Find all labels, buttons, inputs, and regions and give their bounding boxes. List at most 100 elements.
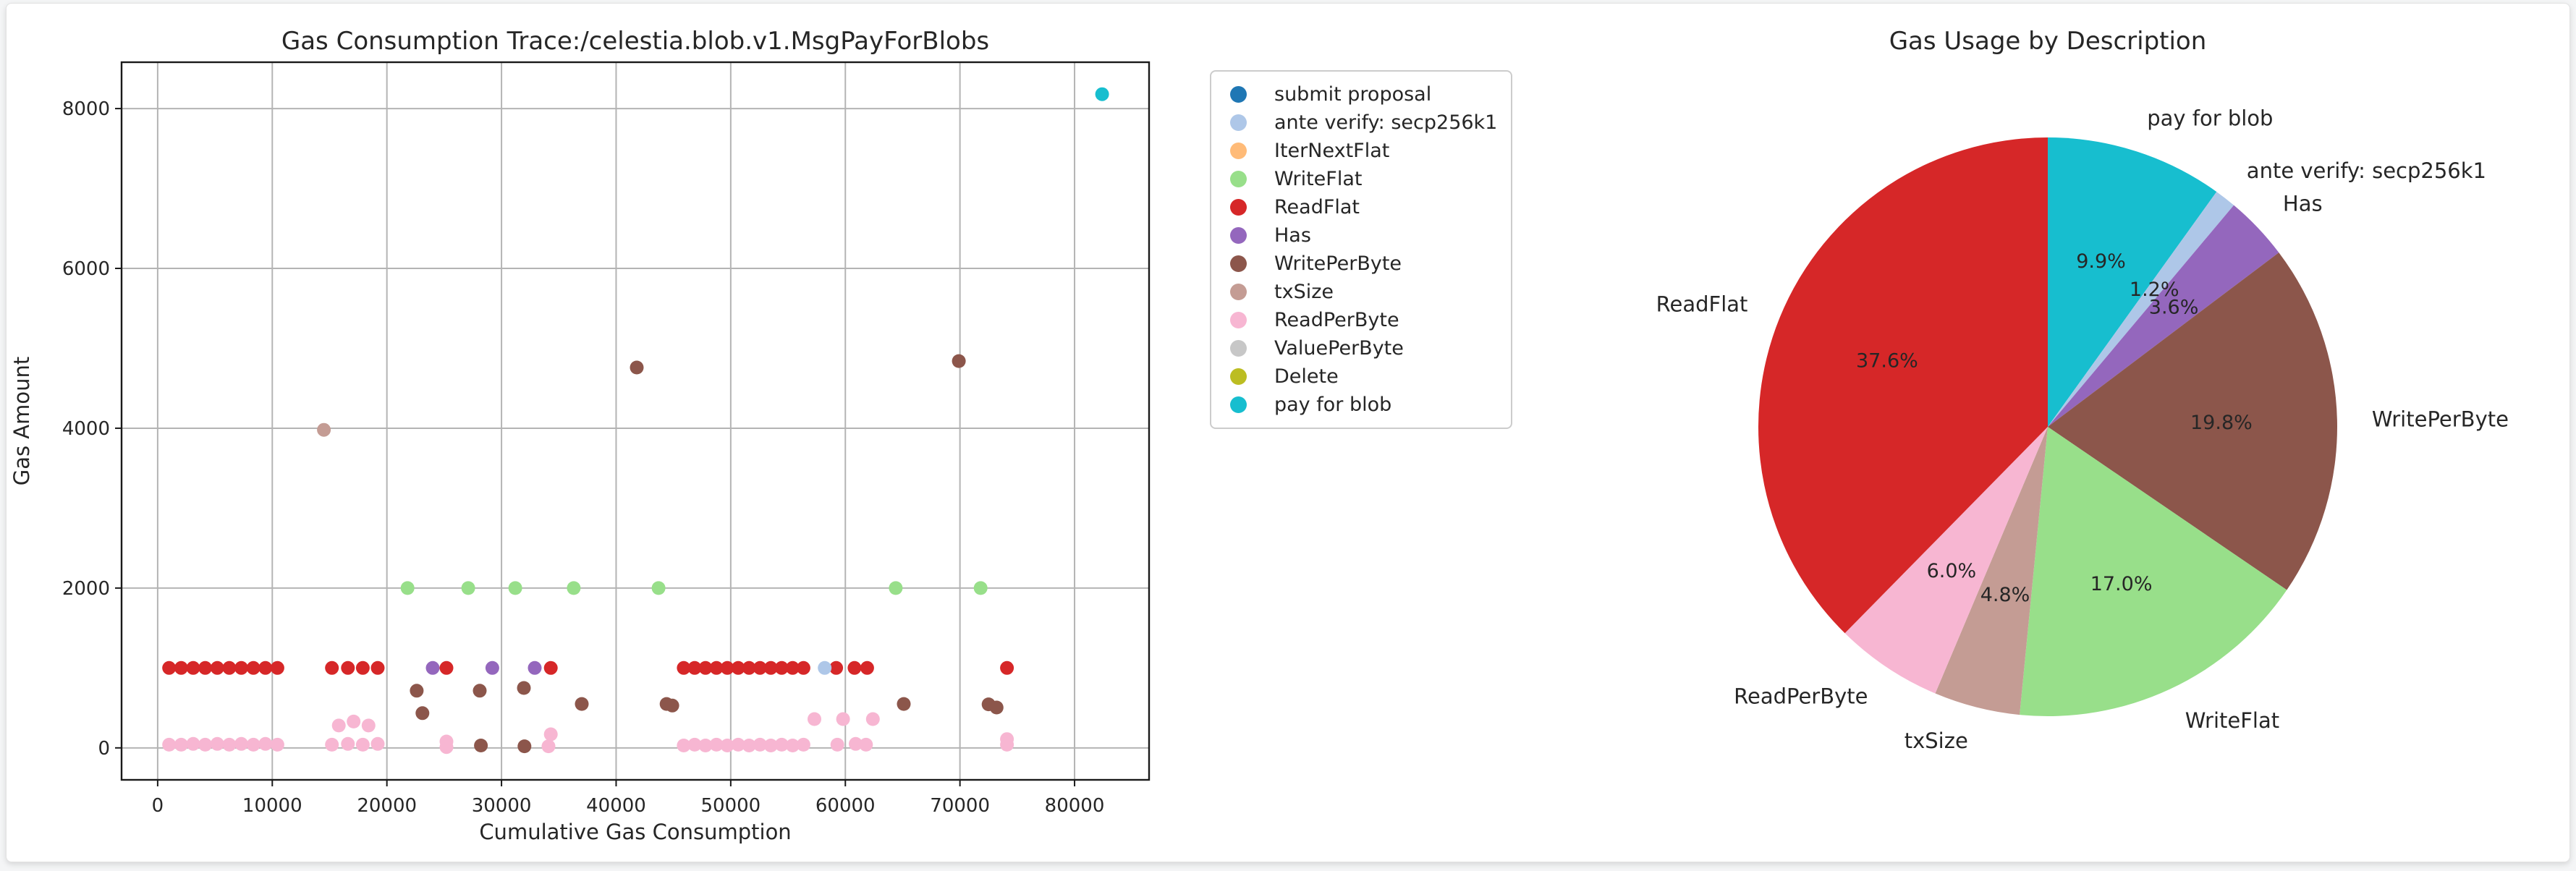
scatter-point [709,737,724,752]
scatter-point [317,422,331,437]
scatter-point [1000,732,1014,747]
legend-label: pay for blob [1274,394,1392,416]
pie-slice [2048,252,2337,590]
legend-marker-icon [1230,340,1247,357]
scatter-point [808,712,821,726]
y-tick-label: 8000 [62,98,110,120]
scatter-point [687,660,702,675]
scatter-point [246,660,260,675]
pie-slice [1844,427,2048,694]
scatter-point [331,718,346,733]
scatter-chart: 0 10000 20000 30000 40000 50000 60000 70000 8000… [9,27,1151,844]
scatter-point [198,660,213,675]
scatter-point [528,660,542,675]
scatter-point [973,581,988,595]
scatter-point [742,739,756,752]
legend-marker-icon [1230,86,1247,103]
scatter-point [785,739,800,752]
scatter-point [347,714,361,728]
legend-marker-icon [1230,368,1247,385]
pie-title: Gas Usage by Description [1889,27,2207,56]
legend-label: IterNextFlat [1274,140,1390,162]
pie-slice-label: pay for blob [2147,106,2273,131]
x-tick-label: 10000 [242,795,302,817]
scatter-point [742,660,756,675]
scatter-point [198,737,213,752]
scatter-point [210,736,224,751]
legend-marker-icon [1230,199,1247,216]
scatter-point [541,739,556,754]
scatter-point [439,660,454,675]
pie-slice-label: ReadPerByte [1734,684,1868,709]
pie-slices-layer [1758,137,2337,716]
scatter-point [709,660,724,675]
scatter-point [836,712,850,726]
y-tick-label: 0 [98,738,110,760]
scatter-point [796,660,810,675]
scatter-point [720,660,734,675]
legend-label: ante verify: secp256k1 [1274,111,1498,134]
legend-label: ReadFlat [1274,196,1360,218]
scatter-point [865,712,880,726]
scatter-point [665,698,679,713]
scatter-point [774,660,789,675]
legend-marker-icon [1230,114,1247,131]
scatter-xaxis-label: Cumulative Gas Consumption [479,820,791,844]
x-tick-label: 80000 [1045,795,1105,817]
scatter-point [687,737,702,752]
scatter-point [830,737,844,752]
scatter-point [731,737,745,752]
scatter-point [325,660,339,675]
scatter-point [829,660,844,675]
scatter-point [763,660,778,675]
scatter-point [720,739,734,752]
scatter-point [651,581,666,595]
scatter-gridlines [122,62,1149,780]
scatter-point [517,739,532,754]
scatter-point [859,737,873,752]
scatter-point [222,737,237,752]
scatter-point [774,737,789,752]
scatter-point [847,660,862,675]
scatter-point [325,737,339,752]
x-tick-label: 40000 [586,795,646,817]
legend-item: submit proposal [1211,80,1511,109]
scatter-point [355,737,370,752]
scatter-point [461,581,475,595]
legend-marker-icon [1230,143,1247,159]
scatter-point [952,354,966,368]
scatter-point [270,660,284,675]
x-tick-label: 20000 [357,795,417,817]
scatter-point [162,737,177,752]
legend-marker-icon [1230,284,1247,300]
scatter-point [860,660,874,675]
scatter-ticks: 0 10000 20000 30000 40000 50000 60000 70000 8000… [62,98,1105,817]
legend-item: Has [1211,221,1511,250]
scatter-point [234,736,248,751]
scatter-point [677,660,691,675]
scatter-point [849,736,863,751]
y-tick-label: 2000 [62,578,110,600]
pie-slice-percent: 4.8% [1980,584,2030,606]
scatter-yaxis-label: Gas Amount [9,357,34,486]
scatter-point [270,737,284,752]
legend-label: WritePerByte [1274,252,1402,275]
scatter-point [508,581,522,595]
pie-slice-percent: 9.9% [2076,250,2126,273]
pie-slice [2048,205,2279,427]
legend-label: ValuePerByte [1274,337,1404,360]
scatter-point [543,660,558,675]
legend-item: IterNextFlat [1211,137,1511,165]
pie-chart: pay for blob 9.9% ante verify: secp256k1 1.… [1656,27,2509,753]
scatter-point [753,737,767,752]
scatter-point [474,739,488,752]
legend-item: ReadPerByte [1211,306,1511,334]
scatter-point [415,706,430,721]
x-tick-label: 60000 [815,795,876,817]
x-tick-label: 0 [152,795,164,817]
scatter-point [210,660,224,675]
pie-slice-percent: 37.6% [1856,350,1918,373]
scatter-point [425,660,440,675]
pie-slice-label: ReadFlat [1656,292,1748,316]
